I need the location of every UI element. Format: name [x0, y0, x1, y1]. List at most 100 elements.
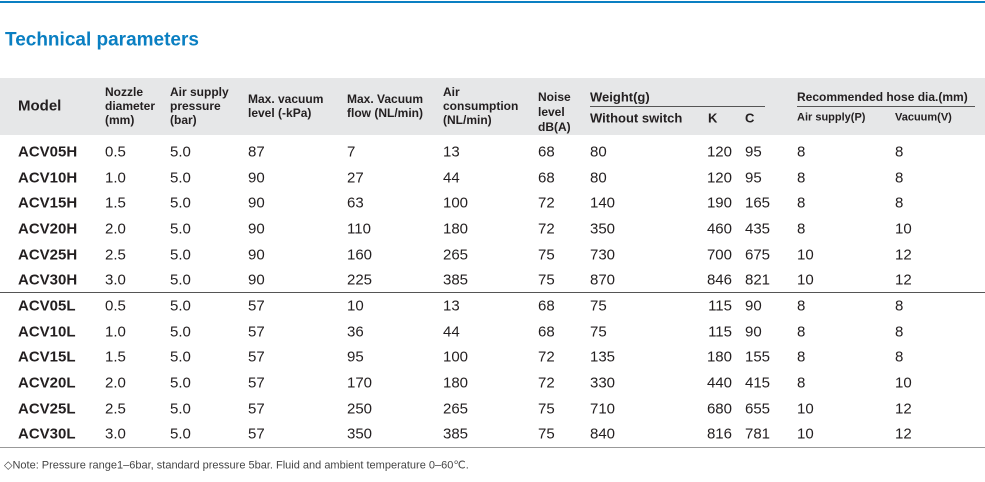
model-cell: ACV30H [18, 271, 78, 289]
column-header: consumption [443, 99, 519, 113]
value-cell: 10 [347, 297, 364, 315]
value-cell: 840 [590, 425, 616, 443]
value-cell: 36 [347, 323, 364, 341]
value-cell: 27 [347, 169, 364, 187]
value-cell: 180 [443, 220, 469, 238]
column-header: Nozzle [105, 85, 144, 99]
value-cell: 8 [895, 323, 904, 341]
column-header: level [538, 105, 565, 119]
value-cell: 120 [706, 169, 732, 187]
value-cell: 155 [745, 348, 771, 366]
value-cell: 72 [538, 374, 555, 392]
value-cell: 190 [706, 194, 732, 212]
value-cell: 5.0 [170, 220, 191, 238]
value-cell: 57 [248, 348, 265, 366]
value-cell: 680 [706, 400, 732, 417]
value-cell: 781 [745, 425, 771, 443]
value-cell: 13 [443, 297, 460, 315]
column-header: level (-kPa) [248, 106, 312, 120]
group-underline [797, 106, 975, 107]
value-cell: 1.5 [105, 348, 126, 366]
value-cell: 75 [538, 246, 555, 264]
model-cell: ACV20H [18, 220, 78, 238]
value-cell: 72 [538, 194, 555, 212]
value-cell: 5.0 [170, 143, 191, 161]
value-cell: 68 [538, 143, 555, 161]
model-cell: ACV05L [18, 297, 76, 315]
value-cell: 160 [347, 246, 373, 264]
value-cell: 110 [347, 220, 371, 238]
value-cell: 90 [248, 220, 265, 238]
value-cell: 90 [248, 169, 265, 187]
value-cell: 8 [797, 220, 806, 238]
value-cell: 730 [590, 246, 616, 264]
model-cell: ACV15H [18, 194, 78, 212]
column-header: pressure [170, 99, 221, 113]
value-cell: 2.5 [105, 400, 126, 417]
value-cell: 1.0 [105, 323, 126, 341]
value-cell: 180 [706, 348, 732, 366]
subcolumn-header: Vacuum(V) [895, 111, 952, 124]
value-cell: 12 [895, 400, 912, 417]
value-cell: 8 [895, 194, 904, 212]
value-cell: 8 [895, 297, 904, 315]
value-cell: 8 [797, 323, 806, 341]
value-cell: 180 [443, 374, 469, 392]
column-header: Air supply [170, 85, 229, 99]
column-header: Air [443, 85, 460, 99]
value-cell: 75 [590, 323, 607, 341]
value-cell: 57 [248, 425, 265, 443]
value-cell: 115 [708, 323, 732, 341]
value-cell: 90 [745, 297, 762, 315]
subcolumn-header: Without switch [590, 110, 683, 126]
value-cell: 435 [745, 220, 771, 238]
value-cell: 710 [590, 400, 616, 417]
value-cell: 330 [590, 374, 616, 392]
value-cell: 90 [248, 194, 265, 212]
value-cell: 75 [538, 400, 555, 417]
value-cell: 700 [706, 246, 732, 264]
model-cell: ACV25H [18, 246, 78, 264]
value-cell: 385 [443, 271, 469, 289]
value-cell: 100 [443, 348, 469, 366]
value-cell: 90 [248, 246, 265, 264]
value-cell: 120 [706, 143, 732, 161]
value-cell: 165 [745, 194, 771, 212]
column-header: diameter [105, 99, 156, 113]
value-cell: 115 [708, 297, 732, 315]
model-cell: ACV30L [18, 425, 76, 443]
group-underline [590, 106, 765, 107]
value-cell: 63 [347, 194, 364, 212]
value-cell: 8 [797, 297, 806, 315]
value-cell: 12 [895, 246, 912, 264]
value-cell: 5.0 [170, 246, 191, 264]
value-cell: 75 [538, 425, 555, 443]
value-cell: 13 [443, 143, 460, 161]
value-cell: 68 [538, 323, 555, 341]
group-header: Weight(g) [590, 89, 650, 105]
value-cell: 57 [248, 400, 265, 417]
value-cell: 265 [443, 400, 469, 417]
value-cell: 5.0 [170, 194, 191, 212]
value-cell: 44 [443, 169, 460, 187]
column-header: (mm) [105, 113, 135, 127]
value-cell: 821 [745, 271, 771, 289]
column-header: (bar) [170, 113, 197, 127]
value-cell: 5.0 [170, 271, 191, 289]
value-cell: 95 [745, 169, 762, 187]
value-cell: 10 [797, 246, 814, 264]
value-cell: 415 [745, 374, 771, 392]
value-cell: 90 [745, 323, 762, 341]
value-cell: 75 [590, 297, 607, 315]
column-header: flow (NL/min) [347, 106, 423, 120]
value-cell: 7 [347, 143, 356, 161]
value-cell: 12 [895, 271, 912, 289]
value-cell: 10 [895, 220, 912, 238]
value-cell: 8 [797, 169, 806, 187]
value-cell: 135 [590, 348, 616, 366]
value-cell: 350 [590, 220, 616, 238]
value-cell: 44 [443, 323, 460, 341]
column-header: Max. Vacuum [347, 92, 424, 106]
value-cell: 95 [745, 143, 762, 161]
model-cell: ACV15L [18, 348, 76, 366]
